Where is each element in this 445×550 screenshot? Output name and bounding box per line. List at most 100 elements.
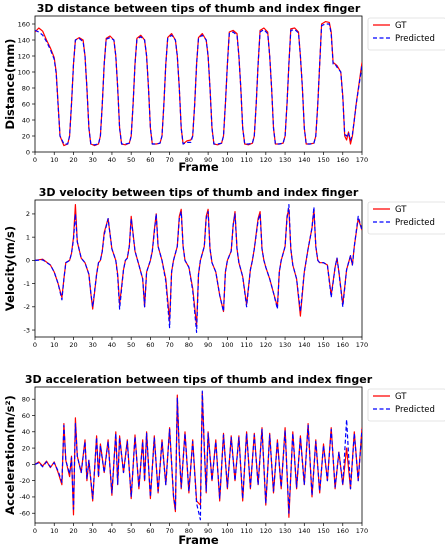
- x-axis-label: Frame: [178, 160, 219, 174]
- x-tick-label: 40: [108, 156, 116, 164]
- x-tick-label: 60: [146, 341, 154, 349]
- x-tick-label: 110: [240, 156, 252, 164]
- velocity-chart: 3D velocity between tips of thumb and in…: [3, 186, 445, 349]
- series-line-predicted: [35, 23, 362, 146]
- y-tick-label: 120: [18, 52, 30, 60]
- x-tick-label: 120: [260, 156, 272, 164]
- x-tick-label: 60: [146, 156, 154, 164]
- legend-label: Predicted: [395, 34, 435, 44]
- x-tick-label: 170: [356, 156, 368, 164]
- y-tick-label: -40: [19, 493, 30, 501]
- x-tick-label: 40: [108, 341, 116, 349]
- legend-box: [367, 17, 445, 51]
- x-tick-label: 60: [146, 527, 154, 535]
- x-tick-label: 20: [69, 156, 77, 164]
- y-tick-label: 100: [18, 68, 30, 76]
- y-tick-label: -3: [24, 326, 30, 334]
- x-tick-label: 50: [127, 527, 135, 535]
- y-tick-label: 1: [26, 233, 30, 241]
- y-tick-label: 40: [22, 116, 30, 124]
- x-tick-label: 10: [50, 341, 58, 349]
- y-tick-label: 40: [22, 428, 30, 436]
- x-tick-label: 150: [317, 341, 329, 349]
- x-tick-label: 80: [185, 341, 193, 349]
- x-tick-label: 30: [89, 527, 97, 535]
- x-tick-label: 130: [279, 527, 291, 535]
- x-tick-label: 20: [69, 341, 77, 349]
- x-tick-label: 100: [221, 527, 233, 535]
- legend-box: [367, 388, 445, 422]
- series-line-gt: [35, 392, 362, 518]
- y-tick-label: -2: [24, 303, 30, 311]
- y-tick-label: -1: [24, 280, 30, 288]
- x-tick-label: 130: [279, 156, 291, 164]
- x-tick-label: 140: [298, 527, 310, 535]
- legend-label: GT: [395, 21, 407, 31]
- x-tick-label: 30: [89, 156, 97, 164]
- x-tick-label: 120: [260, 527, 272, 535]
- y-tick-label: -20: [19, 477, 30, 485]
- x-tick-label: 20: [69, 527, 77, 535]
- x-tick-label: 140: [298, 341, 310, 349]
- plot-area: [34, 199, 363, 338]
- x-tick-label: 80: [185, 527, 193, 535]
- x-tick-label: 0: [33, 341, 37, 349]
- x-tick-label: 100: [221, 156, 233, 164]
- y-tick-label: 80: [22, 396, 30, 404]
- chart-title: 3D distance between tips of thumb and in…: [37, 2, 361, 15]
- x-tick-label: 90: [204, 527, 212, 535]
- distance-chart: 3D distance between tips of thumb and in…: [3, 2, 445, 174]
- legend-label: Predicted: [395, 405, 435, 415]
- legend-label: GT: [395, 392, 407, 402]
- chart-title: 3D velocity between tips of thumb and in…: [39, 186, 359, 199]
- y-tick-label: 60: [22, 100, 30, 108]
- x-tick-label: 80: [185, 156, 193, 164]
- y-tick-label: 0: [26, 148, 30, 156]
- series-line-predicted: [35, 204, 362, 333]
- acceleration-chart: 3D acceleration between tips of thumb an…: [3, 373, 445, 547]
- y-tick-label: 160: [18, 20, 30, 28]
- x-tick-label: 70: [166, 527, 174, 535]
- y-axis-label: Acceleration(m/s²): [3, 395, 17, 515]
- y-tick-label: 20: [22, 132, 30, 140]
- plot-area: [34, 386, 363, 524]
- x-tick-label: 50: [127, 156, 135, 164]
- legend-label: GT: [395, 205, 407, 215]
- x-tick-label: 120: [260, 341, 272, 349]
- x-tick-label: 90: [204, 156, 212, 164]
- x-tick-label: 70: [166, 341, 174, 349]
- x-tick-label: 130: [279, 341, 291, 349]
- x-tick-label: 110: [240, 527, 252, 535]
- y-tick-label: 2: [26, 210, 30, 218]
- x-tick-label: 140: [298, 156, 310, 164]
- x-tick-label: 160: [337, 156, 349, 164]
- y-tick-label: 140: [18, 36, 30, 44]
- legend-box: [367, 201, 445, 235]
- x-tick-label: 50: [127, 341, 135, 349]
- x-tick-label: 110: [240, 341, 252, 349]
- x-tick-label: 160: [337, 341, 349, 349]
- plot-area: [34, 15, 363, 153]
- y-tick-label: 20: [22, 444, 30, 452]
- x-tick-label: 100: [221, 341, 233, 349]
- x-tick-label: 30: [89, 341, 97, 349]
- y-tick-label: 0: [26, 257, 30, 265]
- x-tick-label: 150: [317, 527, 329, 535]
- x-tick-label: 150: [317, 156, 329, 164]
- x-tick-label: 90: [204, 341, 212, 349]
- y-axis-label: Velocity(m/s): [3, 226, 17, 311]
- x-tick-label: 160: [337, 527, 349, 535]
- chart-title: 3D acceleration between tips of thumb an…: [25, 373, 373, 386]
- legend-label: Predicted: [395, 218, 435, 228]
- y-tick-label: 80: [22, 84, 30, 92]
- x-tick-label: 70: [166, 156, 174, 164]
- x-tick-label: 10: [50, 156, 58, 164]
- y-axis-label: Distance(mm): [3, 39, 17, 130]
- x-tick-label: 0: [33, 527, 37, 535]
- x-tick-label: 170: [356, 527, 368, 535]
- y-tick-label: 60: [22, 412, 30, 420]
- x-tick-label: 0: [33, 156, 37, 164]
- y-tick-label: -60: [19, 510, 30, 518]
- x-tick-label: 170: [356, 341, 368, 349]
